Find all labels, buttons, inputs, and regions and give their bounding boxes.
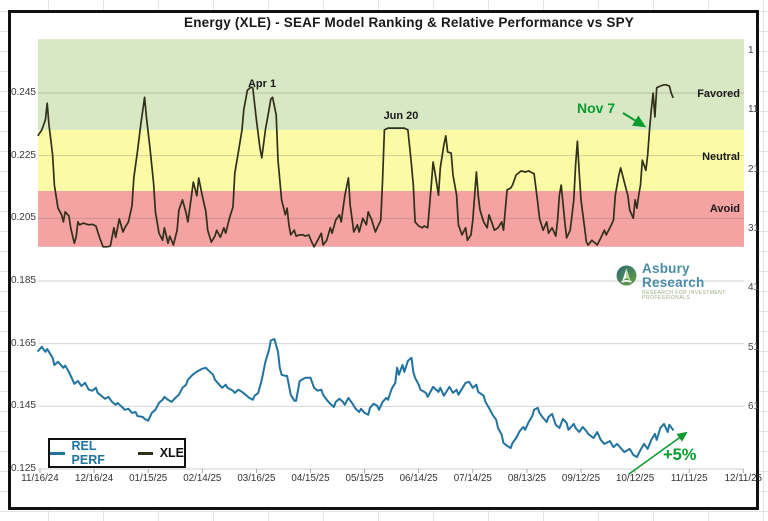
xle-line xyxy=(37,83,674,248)
y-right-tick-label: 31 xyxy=(748,223,760,234)
chart-title: Energy (XLE) - SEAF Model Ranking & Rela… xyxy=(184,15,634,30)
legend-xle-swatch xyxy=(138,451,153,455)
y-left-tick-label: 0.225 xyxy=(10,149,36,161)
annotation-nov7: Nov 7 xyxy=(577,100,616,116)
x-tick-label: 07/14/25 xyxy=(453,473,492,484)
y-left-tick-label: 0.145 xyxy=(10,400,36,412)
y-right-tick-label: 21 xyxy=(748,163,760,175)
y-right-tick-label: 51 xyxy=(748,341,760,353)
legend: REL PERF XLE xyxy=(48,438,186,468)
x-tick-label: 09/12/25 xyxy=(561,473,601,484)
x-tick-label: 11/11/25 xyxy=(670,473,708,484)
rel-perf-line xyxy=(37,338,674,459)
asbury-logo-icon xyxy=(616,265,637,286)
band-avoid xyxy=(38,191,744,247)
y-right-tick-label: 1 xyxy=(748,45,754,56)
x-tick-label: 12/16/24 xyxy=(75,473,114,484)
band-neutral xyxy=(38,129,744,191)
asbury-research-logo: Asbury Research RESEARCH FOR INVESTMENT … xyxy=(616,261,746,301)
band-label-avoid: Avoid xyxy=(709,203,740,215)
x-tick-label: 03/16/25 xyxy=(237,473,276,484)
annotation-apr1: Apr 1 xyxy=(247,78,277,90)
y-left-tick-label: 0.125 xyxy=(10,463,36,474)
y-left-tick-label: 0.245 xyxy=(10,87,36,98)
annotation-jun20: Jun 20 xyxy=(383,110,419,122)
plus5-arrow-icon xyxy=(628,431,688,475)
legend-relperf-label: REL PERF xyxy=(71,439,105,467)
y-right-tick-label: 41 xyxy=(748,282,760,294)
x-tick-label: 01/15/25 xyxy=(129,473,168,484)
y-left-tick-label: 0.185 xyxy=(10,275,36,286)
band-label-neutral: Neutral xyxy=(702,151,740,163)
annotation-plus5: +5% xyxy=(663,446,697,464)
brand-name: Asbury Research xyxy=(642,261,705,290)
brand-tagline: RESEARCH FOR INVESTMENT PROFESSIONALS xyxy=(642,290,726,301)
legend-relperf-swatch xyxy=(50,451,65,455)
x-tick-label: 04/15/25 xyxy=(291,473,330,484)
x-tick-label: 12/11/25 xyxy=(724,473,762,484)
y-right-tick-label: 11 xyxy=(748,104,759,116)
y-right-tick-label: 61 xyxy=(748,401,760,412)
x-tick-label: 02/14/25 xyxy=(183,473,222,484)
x-tick-label: 08/13/25 xyxy=(507,473,546,484)
y-left-tick-label: 0.165 xyxy=(10,337,36,349)
legend-xle-label: XLE xyxy=(159,446,185,460)
x-tick-label: 10/12/25 xyxy=(616,473,655,484)
band-label-favored: Favored xyxy=(697,88,740,100)
x-tick-label: 11/16/24 xyxy=(21,473,59,484)
nov7-arrow-icon xyxy=(622,112,647,128)
x-tick-label: 06/14/25 xyxy=(399,473,438,484)
x-tick-label: 05/15/25 xyxy=(345,473,384,484)
y-left-tick-label: 0.205 xyxy=(10,212,36,224)
